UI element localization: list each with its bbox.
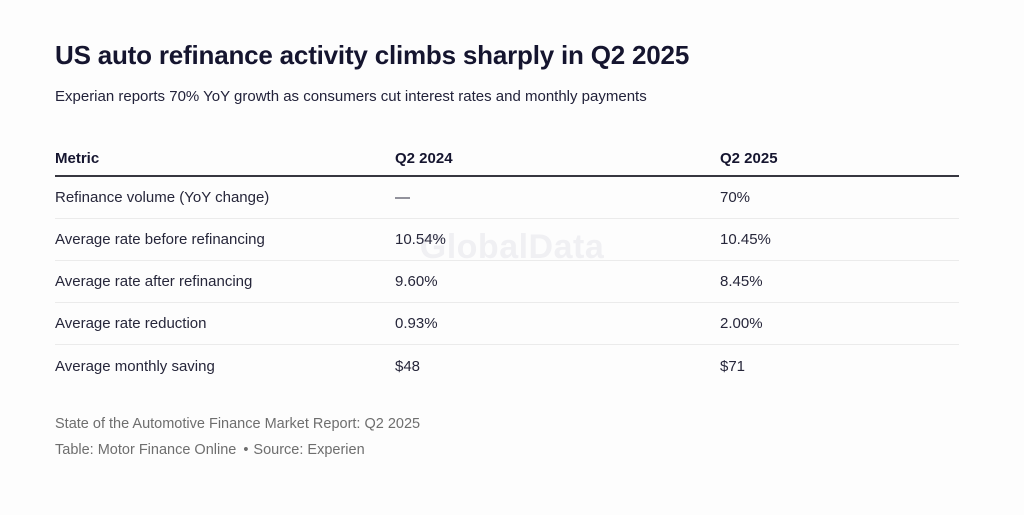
- cell-q2-2025: 2.00%: [720, 315, 763, 333]
- cell-q2-2024: —: [395, 189, 410, 207]
- table-row: Refinance volume (YoY change) — 70%: [55, 177, 959, 220]
- cell-q2-2024: 9.60%: [395, 273, 438, 291]
- cell-metric: Average rate before refinancing: [55, 231, 265, 249]
- table-header-row: Metric Q2 2024 Q2 2025: [55, 146, 959, 178]
- column-header-q2-2025: Q2 2025: [720, 150, 778, 168]
- source-note: State of the Automotive Finance Market R…: [55, 416, 421, 433]
- table-credit: Table: Motor Finance Online: [55, 442, 237, 459]
- table-row: Average rate before refinancing 10.54% 1…: [55, 219, 959, 262]
- table-row: Average rate after refinancing 9.60% 8.4…: [55, 261, 959, 304]
- data-table: Metric Q2 2024 Q2 2025 Refinance volume …: [55, 146, 959, 387]
- page-subtitle: Experian reports 70% YoY growth as consu…: [55, 88, 647, 106]
- cell-q2-2025: 8.45%: [720, 273, 763, 291]
- cell-q2-2025: 10.45%: [720, 231, 771, 249]
- cell-metric: Refinance volume (YoY change): [55, 189, 270, 207]
- chart-content: US auto refinance activity climbs sharpl…: [55, 40, 959, 463]
- page-title: US auto refinance activity climbs sharpl…: [55, 40, 690, 70]
- credit-line: Table: Motor Finance Online • Source: Expe…: [55, 439, 959, 463]
- column-header-metric: Metric: [55, 150, 100, 168]
- cell-q2-2024: 10.54%: [395, 231, 446, 249]
- cell-metric: Average monthly saving: [55, 357, 215, 375]
- bullet-separator: •: [243, 442, 249, 459]
- table-row: Average rate reduction 0.93% 2.00%: [55, 303, 959, 346]
- table-footer: State of the Automotive Finance Market R…: [55, 413, 959, 463]
- globaldata-watermark: GlobalData: [419, 228, 605, 266]
- cell-q2-2024: 0.93%: [395, 315, 438, 333]
- cell-q2-2025: $71: [720, 357, 746, 375]
- cell-metric: Average rate after refinancing: [55, 273, 253, 291]
- column-header-q2-2024: Q2 2024: [395, 150, 453, 168]
- cell-metric: Average rate reduction: [55, 315, 207, 333]
- table-row: Average monthly saving $48 $71: [55, 345, 959, 387]
- cell-q2-2025: 70%: [720, 189, 751, 207]
- source-credit: Source: Experien: [253, 442, 365, 459]
- cell-q2-2024: $48: [395, 357, 421, 375]
